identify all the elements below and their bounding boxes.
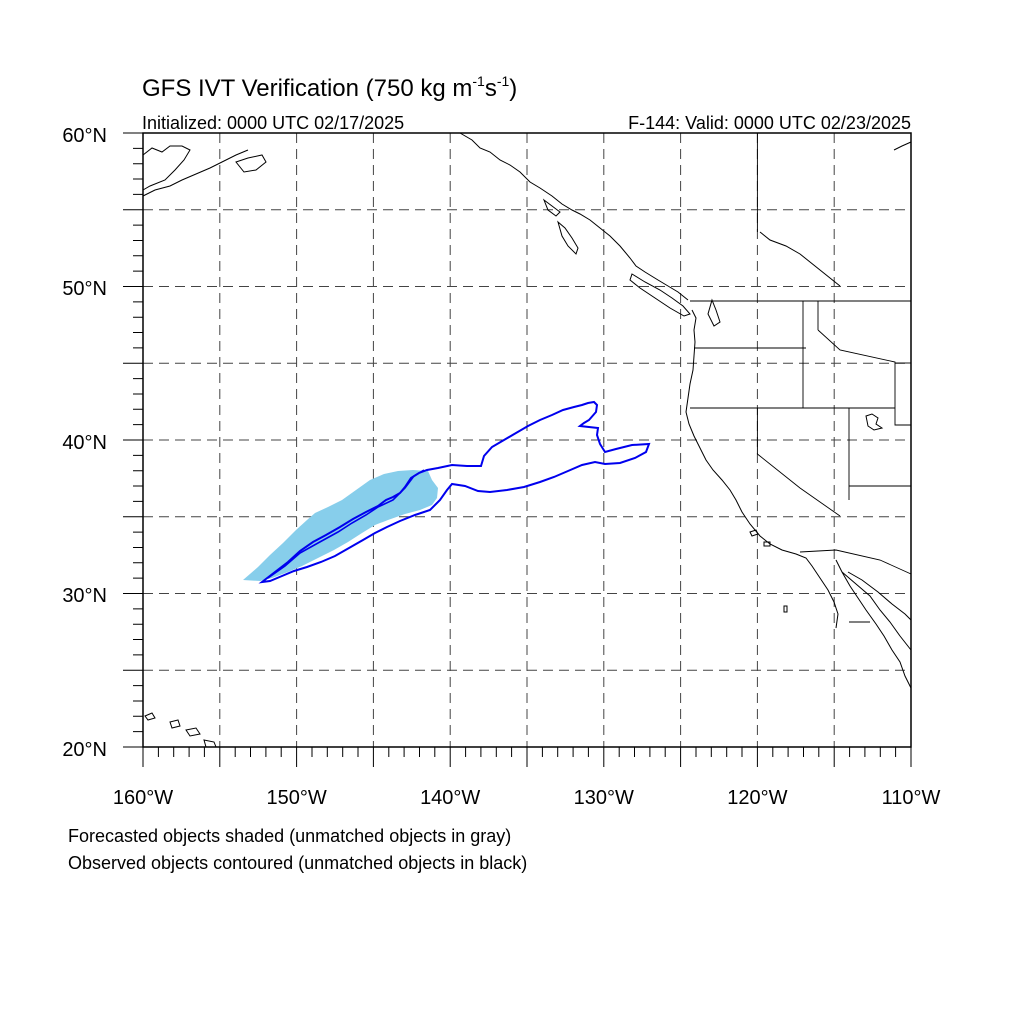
lat-label: 30°N bbox=[62, 585, 107, 607]
lon-label: 160°W bbox=[113, 787, 173, 809]
political-borders bbox=[690, 133, 912, 623]
alaska-peninsula bbox=[142, 145, 191, 191]
grid-lines bbox=[143, 133, 911, 747]
lon-labels: 160°W 150°W 140°W 130°W 120°W 110°W bbox=[113, 787, 941, 809]
lat-label: 20°N bbox=[62, 739, 107, 761]
lat-label: 50°N bbox=[62, 278, 107, 300]
puget-sound bbox=[707, 298, 721, 327]
haida-gwaii bbox=[557, 220, 579, 255]
hawaii-maui bbox=[185, 727, 201, 737]
us-mexico-border bbox=[799, 549, 912, 575]
alaska-islands bbox=[142, 149, 249, 197]
coastlines bbox=[142, 132, 912, 748]
ca-nv-border bbox=[756, 408, 841, 517]
lon-label: 130°W bbox=[574, 787, 634, 809]
idaho-montana-border bbox=[817, 329, 911, 426]
gulf-of-california bbox=[841, 571, 912, 651]
baja-california bbox=[835, 559, 912, 689]
great-salt-lake bbox=[865, 413, 884, 431]
us-west-coast bbox=[685, 309, 839, 629]
vancouver-island bbox=[629, 273, 691, 317]
canada-lake bbox=[893, 141, 912, 151]
kodiak-island bbox=[235, 154, 267, 173]
lon-label: 140°W bbox=[420, 787, 480, 809]
initialized-label: Initialized: 0000 UTC 02/17/2025 bbox=[142, 113, 404, 133]
lat-label: 40°N bbox=[62, 432, 107, 454]
lon-label: 110°W bbox=[882, 787, 941, 809]
mexico-mainland bbox=[847, 571, 912, 621]
valid-label: F-144: Valid: 0000 UTC 02/23/2025 bbox=[628, 113, 911, 133]
canada-lake-2 bbox=[759, 231, 841, 287]
legend-observed-note: Observed objects contoured (unmatched ob… bbox=[68, 853, 527, 873]
lon-label: 150°W bbox=[266, 787, 326, 809]
legend-forecast-note: Forecasted objects shaded (unmatched obj… bbox=[68, 826, 511, 846]
lat-label: 60°N bbox=[62, 125, 107, 147]
guadalupe-island bbox=[783, 605, 788, 613]
bc-islands bbox=[542, 198, 561, 217]
observed-object-inner-line bbox=[267, 469, 425, 579]
tick-marks bbox=[123, 132, 912, 767]
channel-islands bbox=[749, 529, 771, 547]
lat-labels: 60°N 50°N 40°N 30°N 20°N bbox=[62, 125, 107, 761]
chart-title: GFS IVT Verification (750 kg m-1s-1) bbox=[142, 73, 517, 102]
hawaii-oahu bbox=[169, 719, 181, 729]
lon-label: 120°W bbox=[727, 787, 787, 809]
hawaii-kauai bbox=[144, 712, 156, 721]
alaska-panhandle-coast bbox=[459, 132, 689, 301]
